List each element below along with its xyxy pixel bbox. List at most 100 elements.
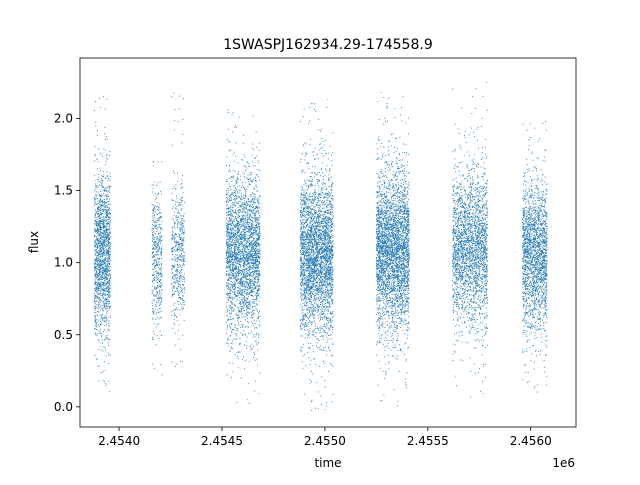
data-point	[233, 234, 235, 236]
data-point	[246, 255, 248, 257]
data-point	[250, 241, 252, 243]
data-point	[158, 262, 160, 264]
data-point	[107, 212, 109, 214]
data-point	[152, 161, 154, 163]
data-point	[178, 272, 180, 274]
data-point	[232, 244, 234, 246]
data-point	[102, 293, 104, 295]
data-point	[235, 334, 237, 335]
data-point	[235, 125, 237, 127]
data-point	[239, 290, 241, 292]
data-point	[108, 281, 110, 283]
data-point	[248, 288, 250, 290]
data-point	[245, 334, 247, 336]
data-point	[258, 293, 259, 295]
data-point	[250, 244, 252, 246]
data-point	[246, 279, 248, 281]
data-point	[161, 221, 163, 223]
data-point	[101, 335, 103, 336]
data-point	[179, 256, 181, 257]
data-point	[103, 189, 105, 191]
data-point	[246, 226, 247, 228]
data-point	[98, 284, 100, 286]
data-point	[94, 284, 96, 285]
data-point	[106, 277, 108, 279]
data-point	[105, 157, 107, 159]
data-point	[102, 195, 104, 196]
data-point	[104, 190, 106, 192]
data-point	[155, 287, 157, 289]
data-point	[103, 236, 105, 238]
data-point	[243, 302, 245, 304]
data-point	[94, 308, 96, 309]
data-point	[173, 235, 175, 237]
data-point	[180, 256, 182, 258]
data-point	[238, 282, 240, 284]
data-point	[243, 300, 245, 301]
data-point	[246, 231, 248, 233]
data-point	[107, 254, 109, 256]
data-point	[258, 257, 260, 258]
data-point	[241, 218, 243, 220]
data-point	[245, 309, 247, 311]
data-point	[95, 258, 97, 260]
data-point	[151, 256, 153, 258]
data-point	[153, 246, 155, 248]
data-point	[96, 274, 98, 276]
data-point	[94, 154, 96, 156]
data-point	[94, 269, 96, 271]
data-point	[226, 181, 228, 183]
data-point	[239, 309, 240, 311]
data-point	[230, 256, 232, 258]
data-point	[171, 284, 173, 286]
data-point	[174, 314, 175, 316]
data-point	[247, 326, 249, 328]
data-point	[238, 116, 240, 118]
data-point	[239, 258, 241, 260]
data-point	[161, 274, 163, 276]
data-point	[106, 215, 107, 217]
data-point	[109, 277, 111, 279]
data-point	[183, 261, 185, 262]
data-point	[106, 135, 108, 137]
data-point	[229, 240, 231, 242]
data-point	[177, 257, 179, 259]
data-point	[181, 227, 183, 229]
data-point	[108, 239, 110, 241]
data-point	[241, 257, 243, 259]
data-point	[100, 328, 101, 330]
data-point	[249, 345, 251, 347]
data-point	[96, 244, 97, 246]
data-point	[230, 262, 232, 263]
data-point	[101, 288, 103, 290]
data-point	[109, 354, 111, 356]
data-point	[178, 244, 180, 246]
data-point	[249, 360, 251, 362]
data-point	[158, 284, 160, 286]
data-point	[253, 193, 255, 195]
data-point	[254, 248, 256, 250]
data-point	[99, 227, 101, 229]
data-point	[100, 316, 102, 318]
data-point	[242, 271, 244, 273]
data-point	[106, 138, 108, 140]
data-point	[230, 212, 232, 214]
data-point	[156, 293, 158, 295]
data-point	[258, 273, 260, 275]
data-point	[242, 277, 244, 278]
data-point	[95, 239, 97, 241]
data-point	[242, 185, 244, 187]
data-point	[171, 277, 173, 279]
data-point	[240, 283, 242, 285]
data-point	[255, 207, 256, 209]
data-point	[259, 225, 260, 227]
data-point	[254, 279, 256, 280]
data-point	[101, 239, 103, 240]
data-point	[239, 190, 241, 192]
data-point	[158, 323, 160, 325]
data-point	[108, 270, 110, 271]
data-point	[98, 258, 99, 260]
data-point	[258, 342, 260, 344]
data-point	[99, 239, 101, 241]
data-point	[232, 214, 233, 216]
